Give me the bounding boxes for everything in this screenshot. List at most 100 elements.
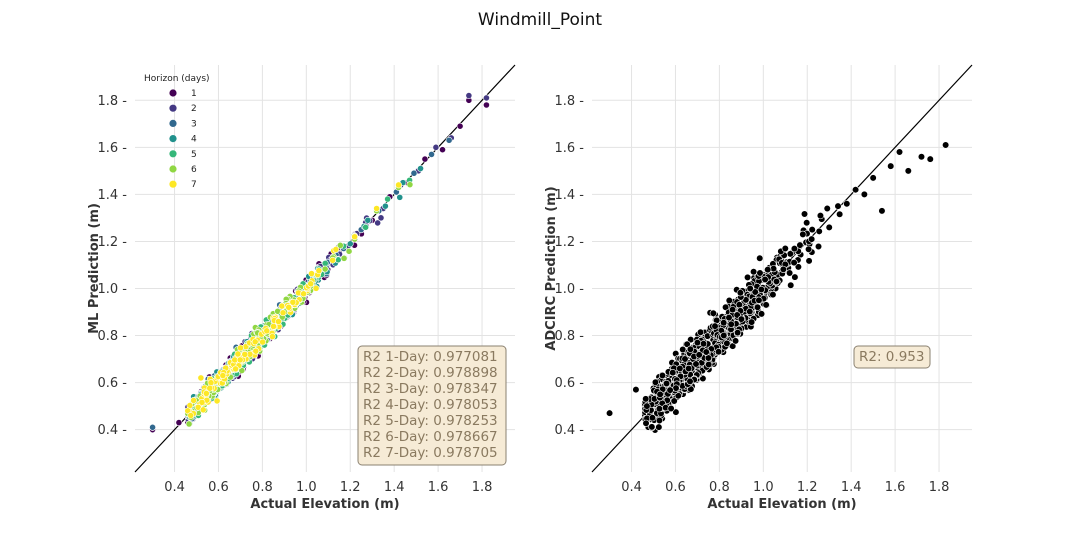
r2-stat-line: R2 1-Day: 0.977081 [363, 349, 498, 365]
scatter-point [655, 416, 664, 425]
scatter-point [252, 347, 260, 355]
scatter-point [704, 354, 712, 362]
scatter-point [395, 181, 402, 189]
scatter-point [632, 386, 640, 394]
y-tick-label: 1.6 - [98, 141, 128, 156]
x-tick-label: 0.8 [709, 480, 730, 495]
scatter-point [755, 296, 763, 304]
r2-stats-background [357, 345, 507, 466]
scatter-point [670, 397, 678, 405]
scatter-point [219, 372, 227, 379]
x-tick-label: 1.0 [296, 480, 317, 495]
scatter-point [279, 309, 287, 317]
scatter-point [312, 284, 320, 292]
scatter-point [720, 331, 728, 340]
y-tick-label: 1.2 - [555, 235, 585, 250]
r2-stat-line: R2 7-Day: 0.978705 [363, 445, 498, 461]
y-tick-label: 0.6 - [98, 376, 128, 391]
scatter-point [672, 384, 680, 392]
scatter-point [237, 344, 244, 352]
scatter-point [421, 155, 429, 163]
y-tick-label: 1.8 - [555, 94, 585, 109]
scatter-point [926, 155, 934, 163]
scatter-point [791, 273, 799, 281]
scatter-point [769, 265, 778, 273]
scatter-point [655, 423, 663, 431]
scatter-point [869, 174, 877, 182]
scatter-points [605, 141, 950, 434]
scatter-point [236, 356, 244, 364]
legend-label: 3 [191, 119, 197, 129]
scatter-point [695, 351, 703, 359]
scatter-point [762, 301, 770, 309]
scatter-point [815, 227, 823, 235]
scatter-point [917, 153, 926, 161]
scatter-point [213, 397, 221, 405]
scatter-point [345, 247, 353, 255]
scatter-point [238, 367, 246, 374]
scatter-point [942, 141, 950, 149]
legend-label: 7 [191, 180, 197, 190]
y-tick-label: 0.4 - [555, 423, 585, 438]
scatter-point [340, 254, 348, 262]
scatter-point [781, 244, 789, 253]
scatter-point [307, 280, 315, 288]
scatter-point [860, 190, 868, 198]
scatter-point [692, 360, 700, 368]
scatter-point [674, 392, 682, 400]
scatter-point [823, 204, 831, 213]
y-tick-label: 0.6 - [555, 376, 585, 391]
scatter-point [384, 195, 392, 203]
legend-label: 6 [191, 165, 197, 175]
scatter-point [702, 348, 710, 356]
scatter-point [445, 136, 453, 144]
legend-label: 1 [191, 89, 197, 99]
y-tick-label: 1.8 - [98, 94, 128, 109]
scatter-point [234, 350, 242, 358]
scatter-point [263, 327, 271, 335]
y-tick-label: 1.0 - [98, 282, 128, 297]
scatter-point [808, 226, 816, 234]
scatter-point [336, 241, 344, 249]
r2-stat-line: R2 5-Day: 0.978253 [363, 413, 498, 429]
scatter-point [722, 303, 730, 311]
x-tick-label: 0.8 [252, 480, 273, 495]
y-tick-label: 1.4 - [555, 188, 585, 203]
scatter-point [321, 265, 329, 273]
scatter-point [748, 318, 756, 326]
scatter-point [803, 219, 811, 227]
scatter-point [711, 322, 719, 330]
scatter-point [346, 240, 354, 248]
scatter-point [723, 339, 731, 347]
scatter-point [751, 288, 759, 296]
scatter-point [699, 340, 708, 348]
scatter-point [285, 303, 293, 311]
scatter-point [790, 259, 798, 267]
scatter-point [669, 369, 677, 377]
scatter-point [731, 337, 740, 345]
scatter-point [756, 269, 764, 277]
scatter-point [843, 200, 851, 208]
scatter-point [750, 268, 758, 276]
scatter-point [643, 402, 651, 410]
scatter-point [149, 423, 156, 431]
scatter-point [396, 193, 404, 201]
scatter-point [787, 281, 795, 289]
scatter-point [651, 378, 660, 386]
legend-marker [169, 89, 177, 97]
scatter-point [232, 365, 239, 373]
scatter-point [746, 307, 754, 316]
scatter-point [206, 384, 214, 392]
scatter-point [805, 257, 813, 265]
scatter-point [686, 345, 695, 353]
r2-stat-line: R2 4-Day: 0.978053 [363, 397, 498, 413]
scatter-point [364, 216, 372, 224]
r2-stats-background [853, 345, 931, 369]
scatter-point [727, 320, 735, 328]
scatter-point [753, 303, 762, 311]
scatter-point [207, 379, 215, 387]
scatter-point [439, 146, 446, 154]
scatter-point [887, 162, 895, 170]
x-tick-label: 0.6 [665, 480, 686, 495]
scatter-point [332, 246, 340, 253]
